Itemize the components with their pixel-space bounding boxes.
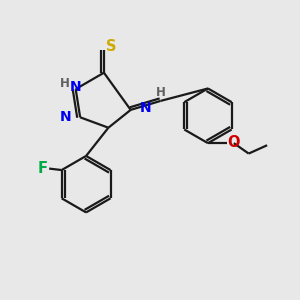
Text: N: N — [70, 80, 81, 94]
Text: S: S — [106, 39, 117, 54]
Text: H: H — [60, 77, 70, 90]
Text: N: N — [60, 110, 71, 124]
Text: N: N — [140, 101, 151, 116]
Text: F: F — [37, 161, 47, 176]
Text: O: O — [228, 135, 240, 150]
Text: H: H — [156, 85, 166, 98]
